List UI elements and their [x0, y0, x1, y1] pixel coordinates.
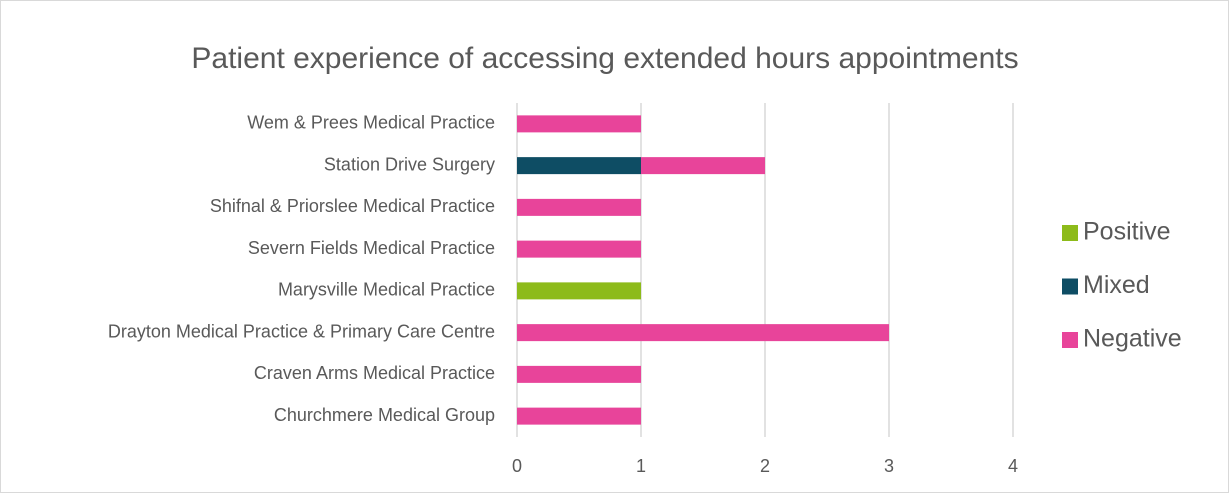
bar: [517, 407, 641, 425]
x-tick-label: 2: [760, 456, 770, 476]
y-tick-label: Shifnal & Priorslee Medical Practice: [210, 196, 495, 216]
legend-label: Negative: [1083, 325, 1182, 353]
chart-title: Patient experience of accessing extended…: [191, 42, 1018, 75]
bar: [517, 324, 889, 342]
y-tick-label: Craven Arms Medical Practice: [254, 363, 495, 383]
bar: [517, 115, 641, 133]
legend-label: Mixed: [1083, 271, 1150, 299]
x-tick-label: 4: [1008, 456, 1018, 476]
legend-label: Positive: [1083, 218, 1171, 246]
bar: [517, 240, 641, 258]
bar: [517, 365, 641, 383]
bar: [641, 157, 765, 175]
bar: [517, 157, 641, 175]
x-tick-label: 1: [636, 456, 646, 476]
y-tick-label: Severn Fields Medical Practice: [248, 238, 495, 258]
y-tick-label: Churchmere Medical Group: [274, 405, 495, 425]
x-tick-label: 0: [512, 456, 522, 476]
y-tick-label: Station Drive Surgery: [324, 154, 495, 174]
bar: [517, 282, 641, 300]
y-tick-label: Marysville Medical Practice: [278, 280, 495, 300]
y-tick-label: Wem & Prees Medical Practice: [247, 113, 495, 133]
bar: [517, 198, 641, 216]
x-tick-label: 3: [884, 456, 894, 476]
y-tick-label: Drayton Medical Practice & Primary Care …: [108, 321, 495, 341]
legend-swatch: [1062, 225, 1078, 241]
legend-swatch: [1062, 278, 1078, 295]
legend-swatch: [1062, 332, 1078, 348]
